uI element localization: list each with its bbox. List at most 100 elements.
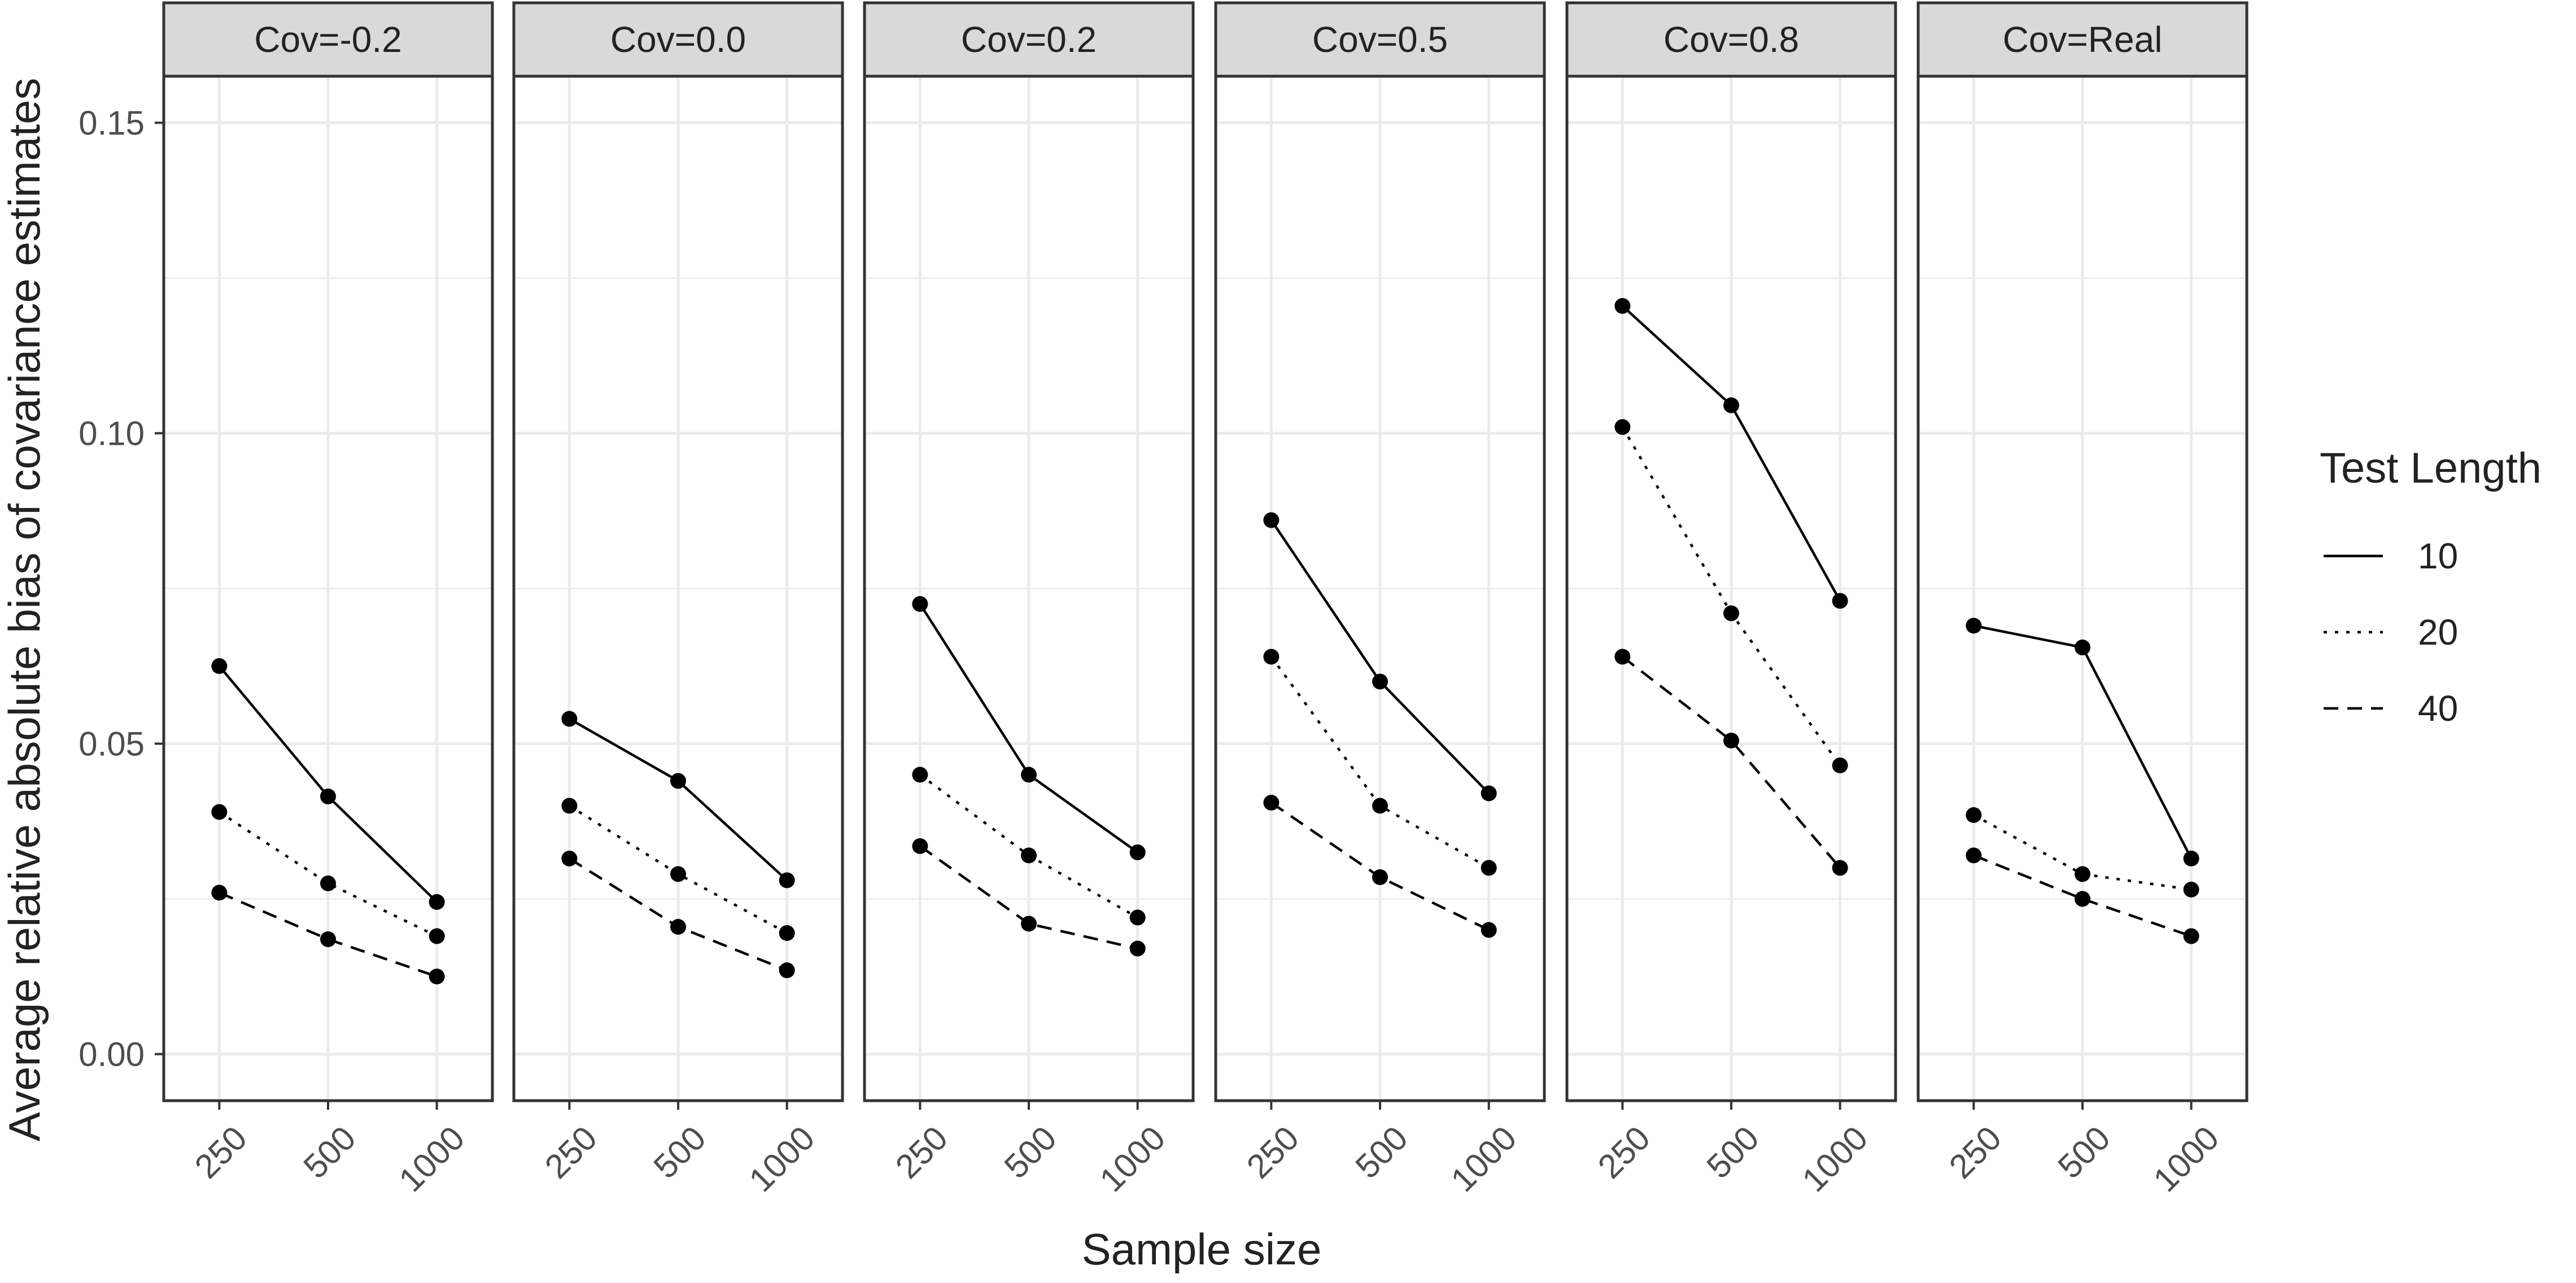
legend-label: 40 — [2418, 688, 2458, 729]
x-tick-label: 500 — [1348, 1119, 1415, 1185]
y-tick-label: 0.15 — [78, 104, 145, 142]
series-line-40 — [1973, 854, 2192, 938]
data-point — [1481, 860, 1497, 876]
x-tick-label: 500 — [1700, 1119, 1766, 1185]
x-tick-label: 1000 — [1795, 1119, 1875, 1199]
x-tick-label: 500 — [997, 1119, 1064, 1185]
data-point — [1966, 618, 1982, 634]
data-point — [561, 711, 578, 727]
x-tick-label: 250 — [187, 1119, 254, 1185]
series-line-40 — [1621, 655, 1841, 869]
facet-panel: Cov=0.5 250 500 1000 — [1214, 1, 1546, 1199]
x-tick-label: 250 — [1239, 1119, 1306, 1185]
data-point — [1966, 807, 1982, 823]
facet-strip — [863, 1, 1195, 78]
y-tick-label: 0.10 — [78, 415, 145, 453]
facet-strip — [1565, 1, 1897, 78]
legend: Test Length 10 20 40 — [2320, 444, 2542, 729]
data-point — [1723, 733, 1739, 748]
data-point — [2183, 882, 2199, 897]
data-point — [1481, 785, 1497, 802]
data-point — [1832, 860, 1848, 876]
facet-panel: Cov=0.0 250 500 1000 — [512, 1, 844, 1199]
facet-panel: Cov=Real 250 500 1000 — [1916, 1, 2248, 1199]
data-point — [2075, 866, 2090, 882]
data-point — [1614, 298, 1631, 314]
data-point — [1021, 767, 1037, 783]
y-tick-labels: 0.00 0.05 0.10 0.15 — [78, 104, 164, 1074]
x-tick-label: 250 — [1942, 1119, 2009, 1185]
data-point — [2183, 928, 2199, 944]
data-point — [779, 925, 795, 941]
data-point — [211, 804, 228, 820]
facet-strip-label: Cov=0.2 — [961, 19, 1097, 60]
data-point — [2075, 640, 2090, 655]
data-point — [2075, 891, 2090, 907]
data-point — [1832, 757, 1848, 773]
facet-strip — [1214, 1, 1546, 78]
data-point — [1263, 795, 1280, 811]
data-point — [561, 798, 578, 814]
facet-strip-label: Cov=0.8 — [1664, 19, 1799, 60]
y-tick-label: 0.00 — [78, 1036, 145, 1074]
legend-label: 10 — [2418, 536, 2458, 576]
data-point — [211, 884, 228, 901]
data-point — [320, 875, 336, 891]
x-tick-label: 500 — [2051, 1119, 2117, 1185]
data-point — [779, 872, 795, 888]
data-point — [912, 767, 928, 783]
data-point — [1129, 940, 1146, 957]
series-line-40 — [219, 891, 438, 978]
data-point — [1021, 847, 1037, 864]
x-tick-label: 1000 — [392, 1119, 472, 1199]
data-point — [1129, 909, 1146, 926]
x-tick-label: 250 — [538, 1119, 604, 1185]
facet-strip-label: Cov=0.0 — [610, 19, 746, 60]
facet-panel: Cov=-0.2 250 500 1000 — [162, 1, 494, 1199]
data-point — [1372, 869, 1388, 885]
y-axis-title: Average relative absolute bias of covari… — [0, 78, 49, 1142]
legend-label: 20 — [2418, 612, 2458, 653]
data-point — [561, 851, 578, 866]
data-point — [670, 773, 686, 789]
data-point — [1372, 673, 1388, 690]
facet-strip — [512, 1, 844, 78]
data-point — [1832, 593, 1848, 609]
data-point — [912, 838, 928, 854]
data-point — [670, 919, 686, 935]
facet-strip-label: Cov=Real — [2003, 19, 2163, 60]
facet-strip-label: Cov=0.5 — [1312, 19, 1448, 60]
data-point — [429, 969, 445, 984]
x-tick-label: 1000 — [1444, 1119, 1524, 1199]
data-point — [211, 658, 228, 674]
data-point — [1481, 922, 1497, 938]
data-point — [1263, 512, 1280, 528]
facet-strip-label: Cov=-0.2 — [254, 19, 401, 60]
data-point — [1263, 649, 1280, 665]
facet-strip — [1916, 1, 2248, 78]
y-tick-label: 0.05 — [78, 725, 145, 763]
data-point — [429, 894, 445, 910]
x-tick-label: 500 — [647, 1119, 713, 1185]
data-point — [2183, 851, 2199, 866]
data-point — [1614, 649, 1631, 665]
data-point — [1021, 916, 1037, 932]
data-point — [1966, 847, 1982, 864]
x-tick-label: 250 — [888, 1119, 955, 1185]
data-point — [1723, 397, 1739, 413]
data-point — [320, 789, 336, 804]
data-point — [1723, 605, 1739, 621]
x-tick-label: 250 — [1591, 1119, 1657, 1185]
data-point — [912, 596, 928, 612]
data-point — [779, 962, 795, 978]
facet-panel: Cov=0.8 250 500 1000 — [1565, 1, 1897, 1199]
facet-strip — [162, 1, 494, 78]
legend-title: Test Length — [2320, 444, 2542, 492]
data-point — [1614, 419, 1631, 435]
data-point — [670, 866, 686, 882]
x-tick-label: 500 — [296, 1119, 363, 1185]
data-point — [320, 931, 336, 947]
facet-panel: Cov=0.2 250 500 1000 — [863, 1, 1195, 1199]
